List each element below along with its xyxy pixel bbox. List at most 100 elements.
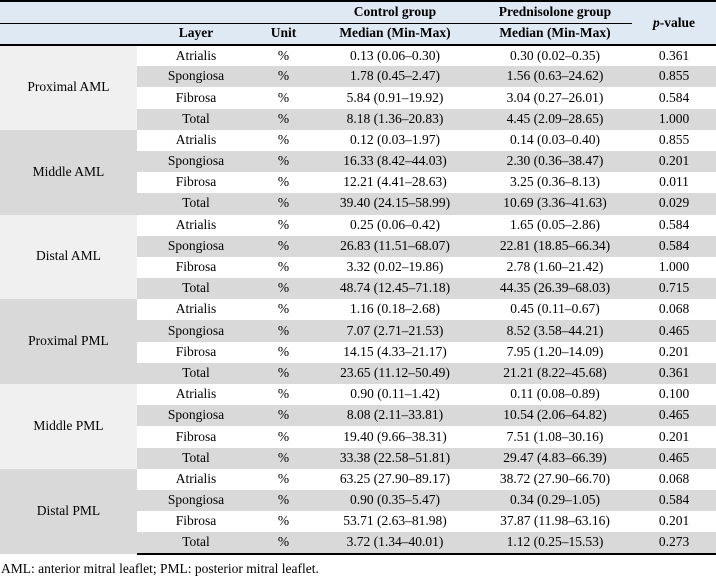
layer-cell: Total — [137, 447, 255, 469]
layer-cell: Spongiosa — [137, 66, 255, 88]
control-value-cell: 48.74 (12.45–71.18) — [312, 278, 478, 300]
prednisolone-value-cell: 37.87 (11.98–63.16) — [478, 511, 632, 533]
p-value-cell: 0.855 — [632, 66, 716, 88]
prednisolone-value-cell: 8.52 (3.58–44.21) — [478, 320, 632, 342]
group-label-middle-pml: Middle PML — [0, 384, 137, 469]
control-value-cell: 3.32 (0.02–19.86) — [312, 256, 478, 279]
prednisolone-value-cell: 21.21 (8.22–45.68) — [478, 362, 632, 384]
layer-cell: Atrialis — [137, 214, 255, 236]
p-value-cell: 0.011 — [632, 172, 716, 194]
group-label-proximal-pml: Proximal PML — [0, 299, 137, 384]
layer-cell: Spongiosa — [137, 405, 255, 427]
p-value-cell: 0.361 — [632, 362, 716, 384]
unit-cell: % — [255, 66, 312, 88]
unit-cell: % — [255, 150, 312, 173]
p-value-cell: 0.273 — [632, 532, 716, 555]
p-value-italic-p: p — [653, 14, 660, 30]
table-row: Fibrosa % 5.84 (0.91–19.92) 3.04 (0.27–2… — [0, 87, 716, 109]
table-row: Distal PML Atrialis % 63.25 (27.90–89.17… — [0, 468, 716, 554]
table-row: Spongiosa % 26.83 (11.51–68.07) 22.81 (1… — [0, 235, 716, 257]
unit-cell: % — [255, 532, 312, 555]
control-value-cell: 8.18 (1.36–20.83) — [312, 108, 478, 130]
layer-cell: Atrialis — [137, 129, 255, 151]
table-row: Fibrosa % 53.71 (2.63–81.98) 37.87 (11.9… — [0, 511, 716, 533]
table-body: Proximal AML Atrialis % 0.13 (0.06–0.30)… — [0, 45, 716, 555]
layer-cell: Spongiosa — [137, 489, 255, 512]
prednisolone-value-cell: 7.95 (1.20–14.09) — [478, 341, 632, 363]
p-value-cell: 0.068 — [632, 468, 716, 490]
unit-cell: % — [255, 362, 312, 384]
table-row: Distal AML Atrialis % 0.25 (0.06–0.42) 1… — [0, 214, 716, 300]
table-row: Middle AML Atrialis % 0.12 (0.03–1.97) 0… — [0, 129, 716, 215]
control-value-cell: 14.15 (4.33–21.17) — [312, 341, 478, 363]
control-value-cell: 0.25 (0.06–0.42) — [312, 214, 478, 236]
prednisolone-value-cell: 1.56 (0.63–24.62) — [478, 66, 632, 88]
header-prednisolone-group: Prednisolone group — [478, 1, 632, 24]
layer-cell: Spongiosa — [137, 150, 255, 173]
prednisolone-value-cell: 38.72 (27.90–66.70) — [478, 468, 632, 490]
table-row: Total % 33.38 (22.58–51.81) 29.47 (4.83–… — [0, 447, 716, 469]
prednisolone-value-cell: 1.65 (0.05–2.86) — [478, 214, 632, 236]
control-value-cell: 39.40 (24.15–58.99) — [312, 193, 478, 215]
header-control-median: Median (Min-Max) — [312, 23, 478, 46]
table-row: Total % 39.40 (24.15–58.99) 10.69 (3.36–… — [0, 193, 716, 215]
control-value-cell: 53.71 (2.63–81.98) — [312, 511, 478, 533]
control-value-cell: 7.07 (2.71–21.53) — [312, 320, 478, 342]
control-value-cell: 0.90 (0.11–1.42) — [312, 384, 478, 406]
layer-cell: Spongiosa — [137, 320, 255, 342]
p-value-cell: 0.584 — [632, 214, 716, 236]
control-value-cell: 23.65 (11.12–50.49) — [312, 362, 478, 384]
prednisolone-value-cell: 2.30 (0.36–38.47) — [478, 150, 632, 173]
header-unit: Unit — [255, 23, 312, 46]
control-value-cell: 3.72 (1.34–40.01) — [312, 532, 478, 555]
prednisolone-value-cell: 0.45 (0.11–0.67) — [478, 299, 632, 321]
control-value-cell: 8.08 (2.11–33.81) — [312, 405, 478, 427]
control-value-cell: 33.38 (22.58–51.81) — [312, 447, 478, 469]
unit-cell: % — [255, 468, 312, 490]
p-value-cell: 0.584 — [632, 235, 716, 257]
results-table: Control group Prednisolone group p-value… — [0, 0, 716, 555]
unit-cell: % — [255, 172, 312, 194]
table-row: Fibrosa % 14.15 (4.33–21.17) 7.95 (1.20–… — [0, 341, 716, 363]
group-label-distal-pml: Distal PML — [0, 468, 137, 554]
prednisolone-value-cell: 2.78 (1.60–21.42) — [478, 256, 632, 279]
layer-cell: Atrialis — [137, 384, 255, 406]
p-value-cell: 0.201 — [632, 341, 716, 363]
p-value-cell: 0.029 — [632, 193, 716, 215]
prednisolone-value-cell: 44.35 (26.39–68.03) — [478, 278, 632, 300]
control-value-cell: 0.12 (0.03–1.97) — [312, 129, 478, 151]
layer-cell: Total — [137, 532, 255, 555]
prednisolone-value-cell: 10.54 (2.06–64.82) — [478, 405, 632, 427]
p-value-cell: 0.855 — [632, 129, 716, 151]
table-row: Spongiosa % 0.90 (0.35–5.47) 0.34 (0.29–… — [0, 489, 716, 512]
p-value-cell: 0.100 — [632, 384, 716, 406]
unit-cell: % — [255, 426, 312, 448]
unit-cell: % — [255, 235, 312, 257]
table-row: Spongiosa % 8.08 (2.11–33.81) 10.54 (2.0… — [0, 405, 716, 427]
layer-cell: Fibrosa — [137, 426, 255, 448]
control-value-cell: 0.13 (0.06–0.30) — [312, 45, 478, 67]
unit-cell: % — [255, 256, 312, 279]
unit-cell: % — [255, 384, 312, 406]
control-value-cell: 1.16 (0.18–2.68) — [312, 299, 478, 321]
unit-cell: % — [255, 45, 312, 67]
group-label-distal-aml: Distal AML — [0, 214, 137, 300]
layer-cell: Fibrosa — [137, 87, 255, 109]
unit-cell: % — [255, 193, 312, 215]
unit-cell: % — [255, 320, 312, 342]
unit-cell: % — [255, 447, 312, 469]
unit-cell: % — [255, 129, 312, 151]
prednisolone-value-cell: 29.47 (4.83–66.39) — [478, 447, 632, 469]
control-value-cell: 12.21 (4.41–28.63) — [312, 172, 478, 194]
unit-cell: % — [255, 214, 312, 236]
control-value-cell: 1.78 (0.45–2.47) — [312, 66, 478, 88]
p-value-cell: 0.715 — [632, 278, 716, 300]
table-row: Proximal PML Atrialis % 1.16 (0.18–2.68)… — [0, 299, 716, 384]
p-value-cell: 0.201 — [632, 150, 716, 173]
table-row: Total % 23.65 (11.12–50.49) 21.21 (8.22–… — [0, 362, 716, 384]
header-row-columns: Layer Unit Median (Min-Max) Median (Min-… — [0, 23, 716, 46]
header-prednisolone-median: Median (Min-Max) — [478, 23, 632, 46]
p-value-cell: 0.465 — [632, 320, 716, 342]
prednisolone-value-cell: 22.81 (18.85–66.34) — [478, 235, 632, 257]
prednisolone-value-cell: 0.34 (0.29–1.05) — [478, 489, 632, 512]
